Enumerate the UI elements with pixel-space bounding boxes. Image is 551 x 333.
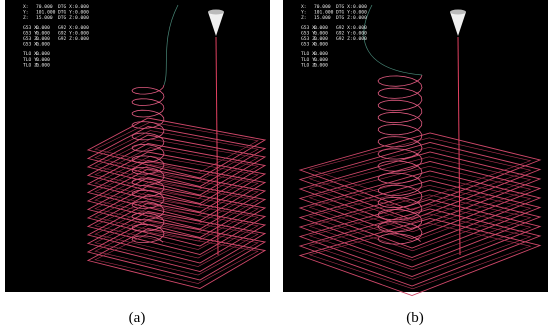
readout-text: 0.000 <box>314 42 328 48</box>
readout-text: 0.000 <box>353 30 367 36</box>
readout-text: 0.000 <box>314 62 328 68</box>
readout-text: G92 X: <box>58 25 75 31</box>
readout-text: 0.000 <box>353 25 367 31</box>
readout-text: 0.000 <box>353 4 367 10</box>
readout-text: 0.000 <box>75 25 89 31</box>
readout-text: 0.000 <box>353 10 367 16</box>
readout-text: 0.000 <box>75 30 89 36</box>
readout-text: 0.000 <box>353 15 367 21</box>
readout-text: 101.000 <box>314 10 334 16</box>
readout-text: 0.000 <box>314 36 328 42</box>
readout-text: 0.000 <box>314 57 328 63</box>
readout-text: 0.000 <box>314 51 328 57</box>
readout-text: 0.000 <box>36 57 50 63</box>
readout-text: 0.000 <box>314 25 328 31</box>
tool-top <box>450 10 466 15</box>
readout-text: G92 X: <box>336 25 353 31</box>
readout-text: 0.000 <box>75 15 89 21</box>
readout-text: G92 Z: <box>58 36 75 42</box>
readout-text: 0.000 <box>75 10 89 16</box>
readout-text: 15.000 <box>36 15 53 21</box>
caption: (a) <box>129 310 146 326</box>
readout-text: 101.000 <box>36 10 56 16</box>
readout-text: Y: <box>301 10 307 16</box>
figure: X:70.000DTG X:0.000Y:101.000DTG Y:0.000Z… <box>0 0 551 333</box>
readout-text: Z: <box>301 15 307 21</box>
readout-text: 70.000 <box>314 4 331 10</box>
page: X:70.000DTG X:0.000Y:101.000DTG Y:0.000Z… <box>0 0 551 333</box>
readout-text: DTG Y: <box>336 10 353 16</box>
readout-text: 0.000 <box>36 30 50 36</box>
readout-text: G92 Y: <box>58 30 75 36</box>
readout-text: DTG X: <box>336 4 353 10</box>
readout-text: 0.000 <box>314 30 328 36</box>
readout-text: 0.000 <box>36 36 50 42</box>
readout-text: DTG X: <box>58 4 75 10</box>
tool-top <box>208 10 224 15</box>
readout-text: DTG Z: <box>336 15 353 21</box>
readout-text: 70.000 <box>36 4 53 10</box>
readout-text: 0.000 <box>36 51 50 57</box>
readout-text: 0.000 <box>36 42 50 48</box>
readout-text: DTG Z: <box>58 15 75 21</box>
readout-text: 15.000 <box>314 15 331 21</box>
readout-text: DTG Y: <box>58 10 75 16</box>
caption: (b) <box>406 310 424 326</box>
readout-text: 0.000 <box>353 36 367 42</box>
readout-text: G92 Y: <box>336 30 353 36</box>
readout-text: 0.000 <box>75 36 89 42</box>
readout-text: X: <box>23 4 29 10</box>
readout-text: 0.000 <box>75 4 89 10</box>
readout-text: Y: <box>23 10 29 16</box>
readout-text: G92 Z: <box>336 36 353 42</box>
readout-text: 0.000 <box>36 62 50 68</box>
readout-text: 0.000 <box>36 25 50 31</box>
readout-text: Z: <box>23 15 29 21</box>
readout-text: X: <box>301 4 307 10</box>
